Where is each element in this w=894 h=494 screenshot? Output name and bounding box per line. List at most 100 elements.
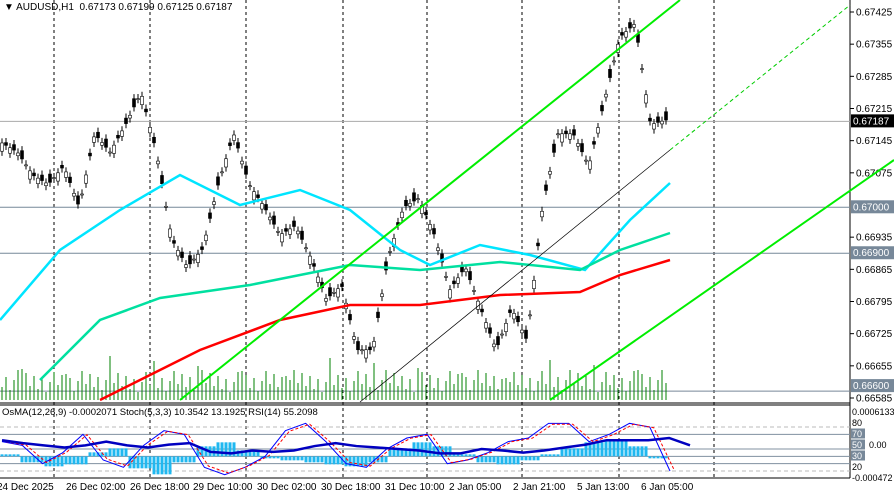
osma-bar: [392, 448, 396, 457]
candle-body: [120, 130, 124, 137]
candle-body: [652, 123, 656, 130]
candle-body: [452, 280, 456, 285]
osma-bar: [560, 448, 564, 457]
osma-bar: [592, 442, 596, 457]
candle-body: [184, 264, 188, 268]
osma-bar: [648, 456, 652, 459]
candle-body: [512, 313, 516, 320]
osma-bar: [408, 448, 412, 457]
osma-bar: [188, 456, 192, 463]
osma-bar: [404, 448, 408, 457]
oscillator-tick-label: 80: [852, 418, 862, 428]
candle-body: [364, 349, 368, 359]
candle-body: [72, 193, 76, 197]
candle-body: [324, 298, 328, 302]
osma-bar: [468, 454, 472, 457]
stoch-main-line: [1, 422, 671, 476]
osma-bar: [112, 448, 116, 457]
osma-bar: [48, 456, 52, 467]
candle-body: [388, 251, 392, 253]
osma-bar: [644, 446, 648, 457]
price-level-badge: [851, 114, 894, 128]
triangle-down-icon[interactable]: ▼: [4, 2, 14, 13]
candle-body: [80, 193, 84, 196]
oscillator-tick-label: 50: [852, 440, 862, 450]
osma-bar: [240, 450, 244, 457]
osma-bar: [288, 456, 292, 461]
osma-bar: [248, 450, 252, 457]
moving-average-line: [0, 173, 671, 321]
osma-bar: [508, 456, 512, 465]
oscillator-tick-label: 20: [852, 462, 862, 472]
osma-bar: [140, 456, 144, 469]
candle-body: [516, 315, 520, 323]
candle-body: [444, 276, 448, 278]
candle-body: [596, 127, 600, 134]
osma-bar: [616, 440, 620, 457]
osma-bar: [280, 456, 284, 461]
candle-body: [604, 93, 608, 98]
candle-body: [552, 143, 556, 153]
time-tick-label: 31 Dec 10:00: [385, 482, 445, 493]
oscillator-tick-label: 0.0006133: [852, 407, 894, 417]
osma-bar: [156, 456, 160, 475]
price-level-badge: [851, 379, 894, 393]
candle-body: [508, 309, 512, 313]
candle-body: [484, 322, 488, 329]
candle-body: [540, 211, 544, 218]
osma-bar: [544, 454, 548, 457]
candle-body: [448, 289, 452, 299]
osma-bar: [84, 456, 88, 465]
osma-bar: [568, 448, 572, 457]
osma-bar: [88, 452, 92, 457]
candle-body: [292, 220, 296, 227]
osma-bar: [448, 446, 452, 457]
osma-bar: [496, 456, 500, 465]
osma-bar: [104, 452, 108, 457]
osma-bar: [160, 456, 164, 475]
candle-body: [528, 314, 532, 317]
osma-scale-label: 0.00: [869, 440, 887, 450]
osma-bar: [300, 456, 304, 461]
rsi-line: [1, 436, 691, 455]
candle-body: [280, 233, 284, 243]
osma-bar: [492, 456, 496, 463]
candle-body: [564, 130, 568, 135]
osma-bar: [224, 442, 228, 457]
candle-body: [584, 159, 588, 162]
candle-body: [232, 134, 236, 141]
osma-bar: [128, 456, 132, 469]
candle-body: [580, 143, 584, 153]
candle-body: [408, 203, 412, 207]
candle-body: [612, 60, 616, 63]
candle-body: [372, 341, 376, 348]
osma-bar: [200, 446, 204, 457]
candle-body: [640, 68, 644, 70]
candle-body: [100, 142, 104, 146]
time-tick-label: 6 Jan 05:00: [641, 482, 694, 493]
candle-body: [160, 175, 164, 185]
osma-bar: [260, 456, 264, 459]
candle-body: [492, 343, 496, 348]
osma-bar: [180, 456, 184, 463]
candle-body: [628, 22, 632, 29]
osma-bar: [220, 442, 224, 457]
candle-body: [468, 271, 472, 281]
time-tick-label: 30 Dec 02:00: [257, 482, 317, 493]
candle-body: [328, 287, 332, 297]
osma-bar: [28, 456, 32, 463]
osma-bar: [372, 456, 376, 463]
oscillator-tick-label: 70: [852, 429, 862, 439]
candle-body: [436, 247, 440, 251]
osma-bar: [528, 456, 532, 461]
osma-bar: [316, 456, 320, 463]
osma-bar: [664, 456, 668, 459]
candle-body: [332, 292, 336, 294]
osma-bar: [576, 448, 580, 457]
candle-body: [68, 176, 72, 183]
osma-bar: [100, 452, 104, 457]
osma-bar: [296, 456, 300, 461]
candle-body: [48, 173, 52, 183]
osma-bar: [196, 446, 200, 457]
